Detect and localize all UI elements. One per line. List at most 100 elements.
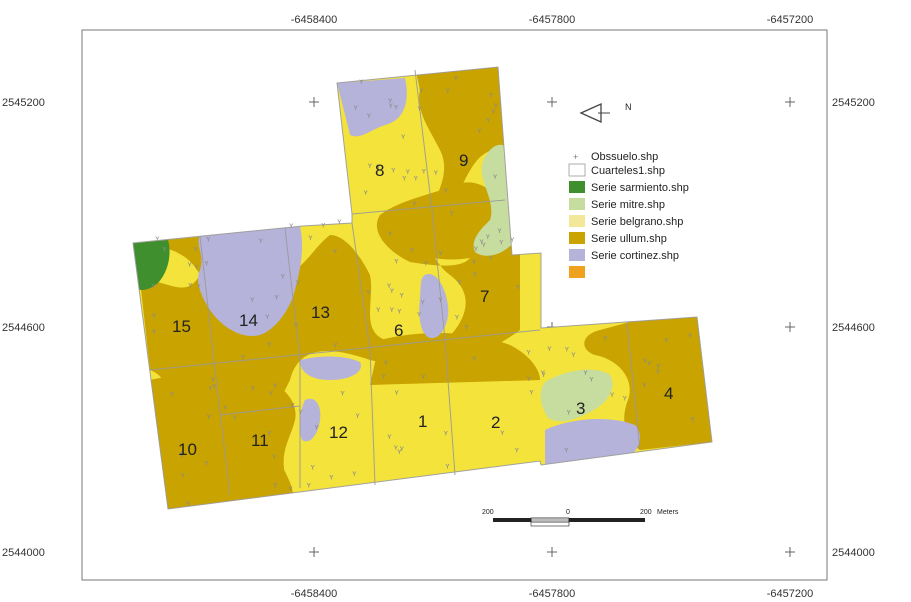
observation-point: ʏ xyxy=(547,344,552,353)
observation-point: ʏ xyxy=(478,126,483,135)
legend-label-cuarteles: Cuarteles1.shp xyxy=(591,165,665,177)
legend-label-obssuelo: Obssuelo.shp xyxy=(591,151,658,163)
observation-point: ʏ xyxy=(472,257,477,266)
y-tick-left-2: 2544600 xyxy=(2,322,45,334)
observation-point: ʏ xyxy=(529,387,534,396)
legend: + Obssuelo.shp Cuarteles1.shp Serie sarm… xyxy=(568,151,689,278)
observation-point: ʏ xyxy=(565,345,570,354)
observation-point: ʏ xyxy=(516,283,521,292)
observation-point: ʏ xyxy=(364,188,369,197)
quarter-label-4: 4 xyxy=(664,384,673,403)
observation-point: ʏ xyxy=(267,428,272,437)
observation-point: ʏ xyxy=(439,249,444,258)
quarter-label-7: 7 xyxy=(480,287,489,306)
observation-point: ʏ xyxy=(329,472,334,481)
quarter-label-8: 8 xyxy=(375,161,384,180)
observation-point: ʏ xyxy=(208,384,213,393)
observation-point: ʏ xyxy=(368,161,373,170)
observation-point: ʏ xyxy=(197,281,202,290)
observation-point: ʏ xyxy=(269,389,274,398)
observation-point: ʏ xyxy=(510,235,515,244)
observation-point: ʏ xyxy=(384,358,389,367)
observation-point: ʏ xyxy=(311,462,316,471)
observation-point: ʏ xyxy=(482,240,487,249)
observation-point: ʏ xyxy=(188,260,193,269)
observation-point: ʏ xyxy=(288,484,293,493)
observation-point: ʏ xyxy=(152,311,157,320)
observation-point: ʏ xyxy=(352,469,357,478)
observation-point: ʏ xyxy=(643,356,648,365)
observation-point: ʏ xyxy=(494,101,499,110)
observation-point: ʏ xyxy=(491,107,496,116)
observation-point: ʏ xyxy=(413,199,418,208)
observation-point: ʏ xyxy=(410,246,415,255)
legend-label-cortinez: Serie cortinez.shp xyxy=(591,250,679,262)
observation-point: ʏ xyxy=(194,263,199,272)
observation-point: ʏ xyxy=(480,237,485,246)
observation-point: ʏ xyxy=(155,234,160,243)
observation-point: ʏ xyxy=(541,368,546,377)
observation-point: ʏ xyxy=(186,499,191,508)
observation-point: ʏ xyxy=(457,277,462,286)
observation-point: ʏ xyxy=(656,361,661,370)
scale-left: 200 xyxy=(482,509,494,516)
observation-point: ʏ xyxy=(422,166,427,175)
observation-point: ʏ xyxy=(567,407,572,416)
legend-item-obssuelo: + Obssuelo.shp xyxy=(573,151,658,163)
x-tick-top-1: -6458400 xyxy=(291,14,338,26)
north-label: N xyxy=(625,102,632,112)
observation-point: ʏ xyxy=(241,352,246,361)
observation-point: ʏ xyxy=(455,313,460,322)
x-tick-top-3: -6457200 xyxy=(767,14,814,26)
quarter-label-1: 1 xyxy=(418,412,427,431)
observation-point: ʏ xyxy=(204,259,209,268)
observation-point: ʏ xyxy=(438,295,443,304)
observation-point: ʏ xyxy=(337,217,342,226)
legend-label-belgrano: Serie belgrano.shp xyxy=(591,216,683,228)
observation-point: ʏ xyxy=(444,186,449,195)
observation-point: ʏ xyxy=(294,321,299,330)
observation-point: ʏ xyxy=(273,480,278,489)
observation-point: ʏ xyxy=(388,96,393,105)
observation-point: ʏ xyxy=(688,331,693,340)
observation-point: ʏ xyxy=(207,412,212,421)
observation-point: ʏ xyxy=(188,281,193,290)
observation-point: ʏ xyxy=(204,459,209,468)
legend-label-ullum: Serie ullum.shp xyxy=(591,233,667,245)
observation-point: ʏ xyxy=(474,244,479,253)
observation-point: ʏ xyxy=(421,297,426,306)
observation-point: ʏ xyxy=(170,389,175,398)
quarter-label-11: 11 xyxy=(251,431,269,450)
x-tick-bottom-2: -6457800 xyxy=(529,588,576,600)
observation-point: ʏ xyxy=(421,372,426,381)
observation-point: ʏ xyxy=(387,432,392,441)
observation-point: ʏ xyxy=(394,256,399,265)
scale-mid: 0 xyxy=(566,509,570,516)
y-tick-left-1: 2545200 xyxy=(2,97,45,109)
legend-item-cuarteles: Cuarteles1.shp xyxy=(568,163,665,177)
observation-point: ʏ xyxy=(424,258,429,267)
observation-point: ʏ xyxy=(454,74,459,83)
observation-point: ʏ xyxy=(359,77,364,86)
legend-item-belgrano: Serie belgrano.shp xyxy=(569,215,683,228)
legend-label-sarmiento: Serie sarmiento.shp xyxy=(591,182,689,194)
observation-point: ʏ xyxy=(367,111,372,120)
observation-point: ʏ xyxy=(499,237,504,246)
observation-point: ʏ xyxy=(418,104,423,113)
observation-point: ʏ xyxy=(515,446,520,455)
observation-point: ʏ xyxy=(664,336,669,345)
observation-point: ʏ xyxy=(308,233,313,242)
observation-point: ʏ xyxy=(223,403,228,412)
observation-point: ʏ xyxy=(489,253,494,262)
observation-point: ʏ xyxy=(333,340,338,349)
observation-point: ʏ xyxy=(291,400,296,409)
observation-point: ʏ xyxy=(603,333,608,342)
legend-item-extra xyxy=(569,266,585,278)
observation-point: ʏ xyxy=(366,287,371,296)
observation-point: ʏ xyxy=(181,471,186,480)
observation-point: ʏ xyxy=(289,221,294,230)
observation-point: ʏ xyxy=(394,103,399,112)
observation-point: ʏ xyxy=(179,451,184,460)
observation-point: ʏ xyxy=(152,327,157,336)
